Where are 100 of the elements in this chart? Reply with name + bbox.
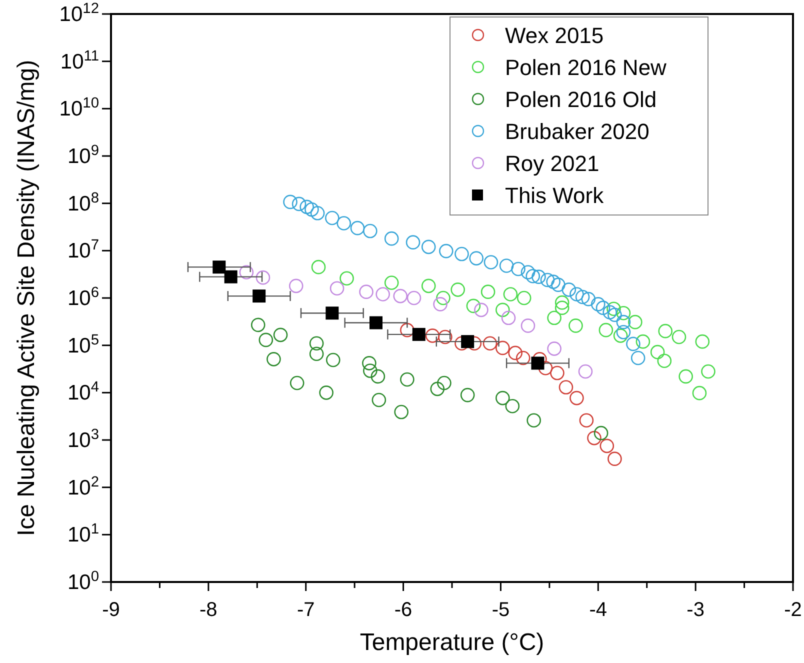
point <box>466 298 481 314</box>
point <box>636 334 650 349</box>
y-tick-label: 10$^{4}$ <box>67 380 99 405</box>
point <box>568 318 583 333</box>
legend-label: Brubaker 2020 <box>505 119 650 144</box>
point <box>239 265 254 280</box>
y-tick-label: 10$^{2}$ <box>67 474 99 500</box>
point <box>630 350 646 366</box>
point <box>460 388 475 402</box>
x-tick-label: -6 <box>394 599 412 621</box>
point <box>363 364 378 378</box>
legend-label: Roy 2021 <box>505 151 600 176</box>
point <box>425 328 440 343</box>
x-tick-label: -2 <box>784 599 802 621</box>
point <box>393 288 408 304</box>
legend-label: Wex 2015 <box>505 23 604 48</box>
point <box>499 258 514 273</box>
x-tick-label: -4 <box>589 599 608 621</box>
point <box>433 297 448 312</box>
point <box>554 295 570 310</box>
point <box>266 352 281 366</box>
y-tick-label: 10$^{7}$ <box>67 238 99 263</box>
y-tick-label: 10$^{1}$ <box>67 522 99 547</box>
point <box>546 274 560 289</box>
point <box>439 244 454 258</box>
point <box>598 322 614 338</box>
y-tick-label: 10$^{8}$ <box>67 190 99 216</box>
point <box>540 272 555 288</box>
point <box>508 346 522 360</box>
y-tick-label: 10$^{5}$ <box>67 332 99 358</box>
point <box>501 310 516 326</box>
legend-label: Polen 2016 New <box>505 55 667 80</box>
point <box>608 452 622 466</box>
point <box>406 290 422 306</box>
point <box>372 392 386 408</box>
point <box>613 328 628 343</box>
point <box>532 270 546 284</box>
point <box>362 356 376 370</box>
point <box>587 430 602 446</box>
point <box>384 276 399 290</box>
point <box>454 246 469 262</box>
point <box>400 372 414 387</box>
point <box>526 413 541 428</box>
x-tick-label: -7 <box>296 599 315 621</box>
point <box>516 290 532 306</box>
y-tick-label: 10$^{9}$ <box>67 143 99 168</box>
y-tick-label: 10$^{6}$ <box>67 285 99 310</box>
point <box>421 240 436 254</box>
point <box>438 330 452 344</box>
point <box>300 200 314 214</box>
point <box>467 336 482 351</box>
point <box>474 302 488 318</box>
point <box>412 328 426 341</box>
point <box>628 314 642 330</box>
point <box>430 382 445 396</box>
point <box>650 344 665 360</box>
point <box>554 300 570 315</box>
y-tick-label: 10$^{0}$ <box>67 569 99 594</box>
point <box>594 426 608 440</box>
point <box>570 287 584 302</box>
point <box>304 202 319 217</box>
point <box>461 335 474 348</box>
point <box>224 270 238 284</box>
point <box>550 366 564 380</box>
point <box>616 314 631 330</box>
point <box>309 336 324 351</box>
point <box>678 369 693 384</box>
point <box>480 284 496 299</box>
point <box>590 297 606 312</box>
point <box>606 302 621 316</box>
point <box>672 330 686 344</box>
point <box>363 224 378 238</box>
point <box>496 340 510 356</box>
point <box>273 328 288 342</box>
point <box>516 350 530 366</box>
x-tick-label: -9 <box>102 599 120 621</box>
point <box>310 206 325 220</box>
point <box>326 306 339 320</box>
point <box>376 287 390 302</box>
legend-label: This Work <box>505 183 605 208</box>
point <box>250 318 266 332</box>
point <box>511 262 526 276</box>
point <box>547 310 562 326</box>
point <box>520 318 536 333</box>
point <box>579 413 594 428</box>
point <box>290 376 304 390</box>
point <box>406 235 420 250</box>
point <box>326 352 340 368</box>
point <box>258 332 274 348</box>
y-tick-label: 10$^{10}$ <box>59 96 99 121</box>
point <box>538 360 553 376</box>
point <box>551 278 566 292</box>
point <box>608 308 622 322</box>
point <box>575 290 590 304</box>
point <box>437 376 452 390</box>
point <box>325 210 340 226</box>
point <box>370 369 386 384</box>
point <box>350 220 365 236</box>
point <box>319 386 334 400</box>
x-tick-label: -8 <box>200 599 218 621</box>
